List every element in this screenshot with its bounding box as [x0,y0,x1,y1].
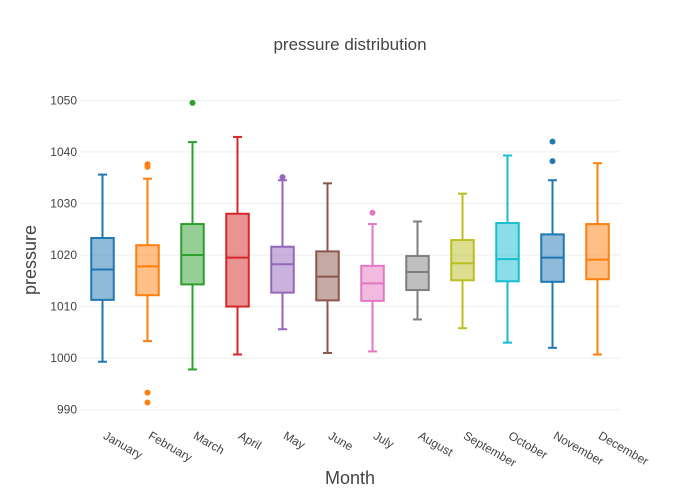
outlier-point [549,138,556,145]
y-tick-label: 1030 [50,196,77,210]
x-tick-label: November [551,428,606,468]
box-november [540,138,565,349]
x-tick-label: July [371,428,396,451]
x-tick-label: February [146,428,195,464]
box-february [135,161,160,406]
box-july [360,209,385,353]
box-december [585,162,610,356]
x-tick-label: January [101,428,145,461]
iqr-box [585,223,610,281]
outlier-point [279,174,286,181]
y-tick-label: 1050 [50,93,77,107]
iqr-box [495,222,520,283]
x-tick-label: March [191,428,227,457]
y-tick-label: 990 [57,403,77,417]
x-tick-label: December [596,428,651,468]
y-tick-label: 1000 [50,351,77,365]
outlier-point [144,399,151,406]
box-june [315,182,340,354]
gridlines [80,99,620,411]
y-axis-title: pressure [20,225,40,295]
outlier-point [369,209,376,216]
y-tick-label: 1020 [50,248,77,262]
chart-title: pressure distribution [273,35,426,54]
iqr-box [270,245,295,294]
x-axis-title: Month [325,468,375,488]
x-tick-label: May [281,428,308,451]
outlier-point [144,163,151,170]
x-tick-label: April [236,428,264,452]
box-march [180,99,205,371]
y-tick-label: 1040 [50,145,77,159]
x-tick-label: August [416,428,456,459]
y-tick-label: 1010 [50,300,77,314]
outlier-point [144,389,151,396]
box-september [450,192,475,330]
box-october [495,154,520,344]
box-january [90,173,115,363]
x-tick-label: June [326,428,356,453]
iqr-box [405,255,430,292]
y-axis-ticks: 990 1000 1010 1020 1030 1040 1050 [50,93,77,416]
outlier-point [189,99,196,106]
box-april [225,135,250,356]
iqr-box [135,244,160,297]
iqr-box [450,239,475,282]
boxes [90,99,610,406]
box-august [405,220,430,321]
iqr-box [225,212,250,308]
outlier-point [549,158,556,165]
box-may [270,174,295,331]
